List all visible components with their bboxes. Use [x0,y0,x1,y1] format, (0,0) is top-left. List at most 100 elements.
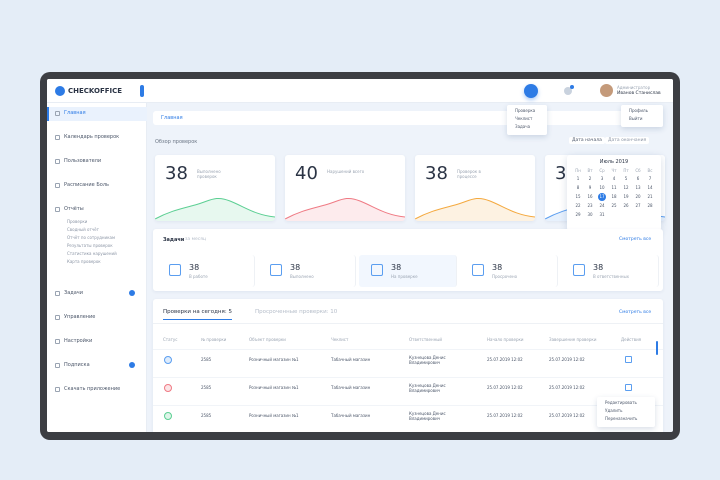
sidebar-subitem[interactable]: Отчёт по сотрудникам [67,235,115,240]
sidebar-item[interactable]: Отчёты [64,206,84,212]
calendar-day[interactable]: 7 [648,176,652,181]
cell: 2585 [201,357,212,362]
date-end[interactable]: Дата окончания [605,137,650,144]
calendar-day[interactable]: 20 [635,194,641,199]
calendar-day[interactable]: 2 [588,176,592,181]
calendar-day[interactable]: 23 [587,203,593,208]
calendar-day[interactable]: 17 [599,194,605,199]
sidebar-item[interactable]: Календарь проверок [64,134,120,140]
user-name[interactable]: Иванов Станислав [617,91,661,96]
calendar-day[interactable]: 19 [623,194,629,199]
sidebar-subitem[interactable]: Проверки [67,219,88,224]
date-start[interactable]: Дата начала [569,137,605,144]
calendar-day[interactable]: 9 [588,185,592,190]
calendar-day[interactable]: 26 [623,203,629,208]
task-value: 38 [492,263,503,272]
task-item[interactable]: 38 На проверке [359,255,457,287]
task-label: В ответственных [593,274,630,279]
badge [129,362,135,368]
menu-item[interactable]: Проверка [515,108,536,113]
column-header: Чеклист [331,337,349,342]
weekday: Ср [599,168,605,173]
calendar-day[interactable]: 11 [611,185,617,190]
sidebar-item[interactable]: Скачать приложение [64,386,121,392]
sidebar-subitem[interactable]: Результаты проверок [67,243,113,248]
menu-item[interactable]: Профиль [629,108,648,113]
breadcrumb[interactable]: Главная [153,111,663,125]
wave-fill [415,198,535,221]
calendar-day[interactable]: 3 [600,176,604,181]
menu-item[interactable]: Чеклист [515,116,533,121]
calendar-day[interactable]: 8 [576,185,580,190]
sidebar-item[interactable]: Расписание Боль [64,182,109,188]
sidebar-item[interactable]: Задачи [64,290,83,296]
sidebar-subitem[interactable]: Карта проверок [67,259,101,264]
stat-label: Нарушений всего [327,169,365,174]
task-icon [371,264,383,276]
cell: 25.07.2019 12:02 [549,357,585,362]
calendar-day[interactable]: 14 [647,185,653,190]
sidebar-item[interactable]: Настройки [64,338,93,344]
status-icon [164,412,172,420]
sidebar-item[interactable]: Пользователи [64,158,102,164]
calendar-day[interactable]: 29 [575,212,581,217]
calendar-day[interactable]: 12 [623,185,629,190]
screen: CHECKOFFICE Администратор Иванов Станислав… [47,79,673,432]
calendar-day[interactable]: 25 [611,203,617,208]
status-icon [164,384,172,392]
calendar-day[interactable]: 22 [575,203,581,208]
avatar[interactable] [600,84,613,97]
calendar-day[interactable]: 13 [635,185,641,190]
calendar-day[interactable]: 10 [599,185,605,190]
sidebar-subitem[interactable]: Сводный отчёт [67,227,99,232]
menu-item[interactable]: Удалить [605,408,623,413]
create-button[interactable] [524,84,538,98]
calendar-day[interactable]: 21 [647,194,653,199]
menu-item[interactable]: Переназначить [605,416,638,421]
calendar-day[interactable]: 27 [635,203,641,208]
tasks-link[interactable]: Смотреть все [619,237,652,242]
sidebar-icon [55,183,60,188]
cell: 25.07.2019 12:02 [487,357,523,362]
cell: 25.07.2019 12:02 [487,413,523,418]
selected-day [598,193,606,201]
action-button[interactable] [625,384,632,391]
calendar-day[interactable]: 1 [576,176,580,181]
menu-item[interactable]: Редактировать [605,400,637,405]
calendar-title: Июль 2019 [599,159,629,165]
menu-item[interactable]: Выйти [629,116,643,121]
menu-toggle[interactable] [140,85,144,97]
sidebar-item[interactable]: Подписка [64,362,90,368]
sidebar-item[interactable]: Главная [64,110,86,116]
table-tab[interactable]: Проверки на сегодня: 5 [163,309,232,320]
calendar-day[interactable]: 4 [612,176,616,181]
action-button[interactable] [625,356,632,363]
calendar-day[interactable]: 28 [647,203,653,208]
sidebar: Главная Календарь проверок Пользователи Рас… [47,103,147,432]
sidebar-item[interactable]: Управление [64,314,96,320]
task-item[interactable]: 38 В работе [157,255,255,287]
menu-item[interactable]: Задача [515,124,531,129]
calendar-day[interactable]: 30 [587,212,593,217]
calendar-day[interactable]: 16 [587,194,593,199]
top-bar: CHECKOFFICE Администратор Иванов Станислав [47,79,673,103]
calendar-day[interactable]: 31 [599,212,605,217]
calendar-day[interactable]: 24 [599,203,605,208]
notifications[interactable] [564,87,572,95]
status-icon [164,356,172,364]
calendar-day[interactable]: 18 [611,194,617,199]
sidebar-subitem[interactable]: Статистика нарушений [67,251,117,256]
calendar-day[interactable]: 5 [624,176,628,181]
calendar-day[interactable]: 6 [636,176,640,181]
task-label: В работе [189,274,208,279]
task-item[interactable]: 38 В ответственных [561,255,659,287]
table-link[interactable]: Смотреть все [619,310,652,315]
task-item[interactable]: 38 Выполнено [258,255,356,287]
calendar-day[interactable]: 15 [575,194,581,199]
weekday: Пт [623,168,629,173]
section-title: Обзор проверок [155,139,198,145]
cell: 25.07.2019 12:02 [549,385,585,390]
task-item[interactable]: 38 Просрочено [460,255,558,287]
table-tab[interactable]: Просроченные проверки: 10 [255,309,338,315]
